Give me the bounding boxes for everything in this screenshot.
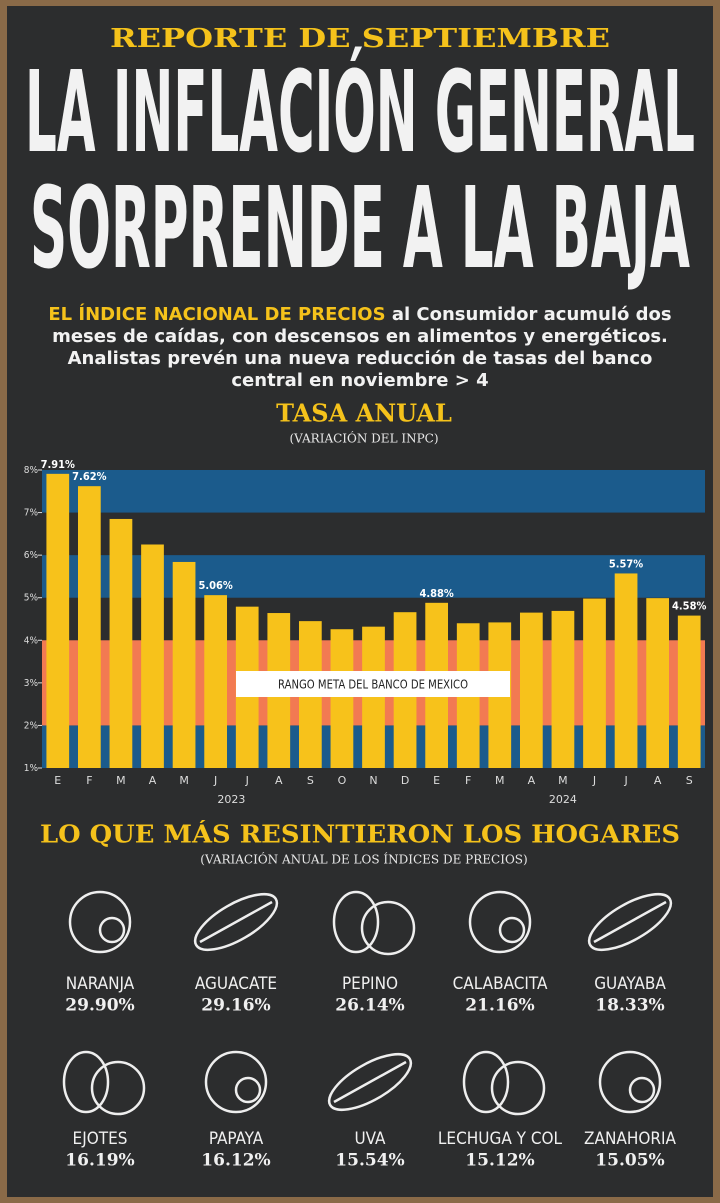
x-tick-label: M [116, 774, 126, 787]
product-name: PEPINO [342, 974, 398, 994]
x-tick-label: J [623, 774, 627, 787]
x-tick-label: E [433, 774, 440, 787]
product-change: 29.16% [201, 996, 270, 1016]
product-change: 15.05% [595, 1151, 664, 1171]
x-tick-label: N [369, 774, 377, 787]
section-title: LO QUE MÁS RESINTIERON LOS HOGARES [40, 820, 680, 849]
x-tick-label: O [338, 774, 347, 787]
product-name: GUAYABA [594, 974, 666, 994]
x-tick-label: F [86, 774, 92, 787]
value-label: 5.57% [609, 557, 643, 570]
value-label: 7.91% [41, 458, 75, 471]
product-name: ZANAHORIA [584, 1129, 677, 1149]
x-tick-label: S [686, 774, 693, 787]
x-tick-label: A [149, 774, 157, 787]
x-tick-label: F [465, 774, 471, 787]
y-tick-label: 7% [24, 508, 39, 519]
x-tick-label: D [401, 774, 409, 787]
product-name: CALABACITA [453, 974, 548, 994]
product-change: 21.16% [465, 996, 534, 1016]
bar [520, 613, 543, 768]
product-name: UVA [354, 1129, 386, 1149]
x-tick-label: M [179, 774, 189, 787]
x-tick-label: J [245, 774, 249, 787]
value-label: 4.58% [672, 600, 706, 613]
bar [141, 545, 164, 769]
product-change: 18.33% [595, 996, 664, 1016]
product-change: 15.54% [335, 1151, 404, 1171]
bar [331, 629, 354, 768]
board: REPORTE DE SEPTIEMBRE LA INFLACIÓN GENER… [0, 0, 720, 1203]
x-tick-label: J [213, 774, 217, 787]
bar [615, 573, 638, 768]
x-tick-label: E [54, 774, 61, 787]
chart-title: TASA ANUAL [276, 399, 452, 428]
headline: LA INFLACIÓN GENERAL [25, 47, 695, 178]
product-name: EJOTES [73, 1129, 128, 1149]
bar [46, 474, 69, 768]
product-name: PAPAYA [209, 1129, 264, 1149]
bar [362, 627, 385, 768]
infographic: REPORTE DE SEPTIEMBRE LA INFLACIÓN GENER… [0, 0, 720, 1203]
bar [678, 616, 701, 768]
x-tick-label: J [592, 774, 596, 787]
product-name: AGUACATE [195, 974, 277, 994]
x-tick-label: S [307, 774, 314, 787]
headline: SORPRENDE A LA BAJA [30, 164, 690, 294]
y-tick-label: 2% [24, 720, 39, 731]
product-change: 29.90% [65, 996, 134, 1016]
value-label: 5.06% [198, 579, 232, 592]
bar [583, 599, 606, 768]
bar [78, 486, 101, 768]
intro-highlight: EL ÍNDICE NACIONAL DE PRECIOS [48, 304, 385, 325]
bar [646, 598, 669, 768]
product-name: NARANJA [66, 974, 135, 994]
x-tick-label: A [528, 774, 536, 787]
x-tick-label: M [495, 774, 505, 787]
y-tick-label: 3% [24, 678, 39, 689]
x-tick-label: A [654, 774, 662, 787]
y-tick-label: 1% [24, 763, 39, 774]
product-name: LECHUGA Y COL [438, 1129, 563, 1149]
x-tick-label: A [275, 774, 283, 787]
band-label: RANGO META DEL BANCO DE MEXICO [278, 678, 468, 692]
product-change: 16.19% [65, 1151, 134, 1171]
bar [552, 611, 575, 768]
y-tick-label: 5% [24, 593, 39, 604]
product-change: 15.12% [465, 1151, 534, 1171]
y-tick-label: 4% [24, 635, 39, 646]
year-label: 2024 [549, 793, 577, 806]
x-tick-label: M [558, 774, 568, 787]
y-tick-label: 6% [24, 550, 39, 561]
product-change: 16.12% [201, 1151, 270, 1171]
section-subtitle: (VARIACIÓN ANUAL DE LOS ÍNDICES DE PRECI… [200, 851, 527, 867]
year-label: 2023 [217, 793, 245, 806]
product-change: 26.14% [335, 996, 404, 1016]
y-tick-label: 8% [24, 465, 39, 476]
stripe [42, 470, 705, 513]
intro: EL ÍNDICE NACIONAL DE PRECIOS al Consumi… [34, 304, 686, 392]
value-label: 4.88% [419, 587, 453, 600]
bar [173, 562, 196, 768]
chart-subtitle: (VARIACIÓN DEL INPC) [289, 430, 438, 446]
bar [204, 595, 227, 768]
bar [110, 519, 133, 768]
value-label: 7.62% [72, 470, 106, 483]
